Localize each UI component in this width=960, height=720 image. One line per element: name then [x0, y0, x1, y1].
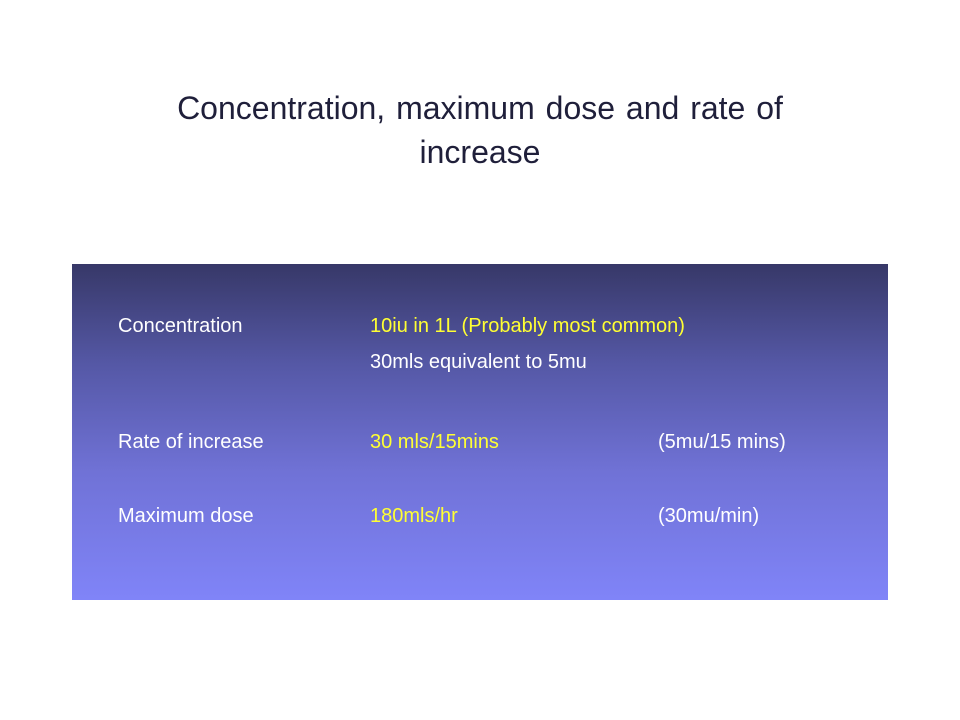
slide-title-line-2: increase: [419, 134, 541, 170]
rate-of-increase-label: Rate of increase: [118, 431, 264, 453]
rate-of-increase-value: 30 mls/15mins: [370, 431, 499, 453]
equivalence-row: 30mls equivalent to 5mu: [72, 346, 888, 378]
concentration-row: Concentration 10iu in 1L (Probably most …: [72, 310, 888, 342]
concentration-label: Concentration: [118, 315, 243, 337]
rate-of-increase-row: Rate of increase 30 mls/15mins (5mu/15 m…: [72, 426, 888, 458]
equivalence-value: 30mls equivalent to 5mu: [370, 351, 587, 373]
maximum-dose-note: (30mu/min): [658, 505, 760, 527]
dosing-panel: Concentration 10iu in 1L (Probably most …: [72, 264, 888, 600]
maximum-dose-label: Maximum dose: [118, 505, 254, 527]
rate-of-increase-note: (5mu/15 mins): [658, 431, 786, 453]
concentration-value: 10iu in 1L (Probably most common): [370, 315, 685, 337]
maximum-dose-value: 180mls/hr: [370, 505, 458, 527]
maximum-dose-row: Maximum dose 180mls/hr (30mu/min): [72, 500, 888, 532]
slide-title-line-1: Concentration, maximum dose and rate of: [177, 90, 783, 126]
slide-title: Concentration, maximum dose and rate of …: [80, 86, 880, 174]
